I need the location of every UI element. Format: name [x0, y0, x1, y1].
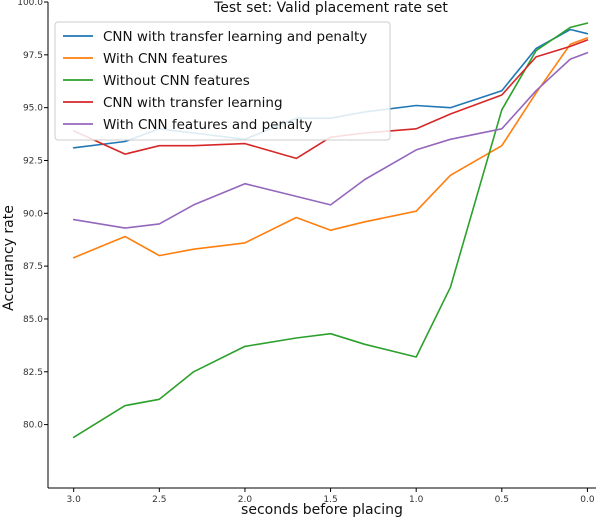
legend-label: Without CNN features: [103, 73, 250, 89]
y-tick-label: 85.0: [23, 315, 43, 325]
x-tick-label: 1.5: [323, 495, 337, 505]
legend-label: CNN with transfer learning: [103, 95, 283, 111]
y-tick-label: 87.5: [23, 262, 43, 272]
x-tick-label: 0.0: [580, 495, 595, 505]
series-lines: [72, 22, 589, 439]
x-tick-label: 2.5: [152, 495, 166, 505]
y-tick-label: 97.5: [23, 51, 43, 61]
series-line-3: [72, 22, 589, 439]
y-tick-label: 100.0: [17, 0, 43, 8]
y-ticks: 80.0 82.5 85.0 87.5 90.0 92.5 95.0 97.5 100.0: [17, 0, 48, 431]
series-line-5: [72, 51, 589, 229]
x-ticks: 3.0 2.5 2.0 1.5 1.0 0.5 0.0: [67, 488, 595, 505]
y-axis-label: Accurancy rate: [1, 205, 17, 311]
legend-box: [54, 21, 391, 141]
series-line-2: [72, 37, 589, 259]
x-tick-label: 2.0: [238, 495, 253, 505]
legend-label: With CNN features and penalty: [103, 117, 312, 133]
x-axis-label: seconds before placing: [241, 502, 403, 518]
y-tick-label: 90.0: [23, 209, 43, 219]
chart-title: Test set: Valid placement rate set: [213, 0, 448, 16]
legend-label: With CNN features: [103, 51, 228, 67]
legend-label: CNN with transfer learning and penalty: [103, 29, 367, 45]
y-tick-label: 95.0: [23, 104, 43, 114]
x-tick-label: 1.0: [409, 495, 424, 505]
x-tick-label: 3.0: [67, 495, 82, 505]
y-tick-label: 92.5: [23, 156, 43, 166]
x-tick-label: 0.5: [495, 495, 509, 505]
y-tick-label: 80.0: [23, 421, 43, 431]
y-tick-label: 82.5: [23, 368, 43, 378]
plot-area: [47, 2, 596, 489]
legend: CNN with transfer learning and penalty Wi…: [54, 21, 391, 141]
